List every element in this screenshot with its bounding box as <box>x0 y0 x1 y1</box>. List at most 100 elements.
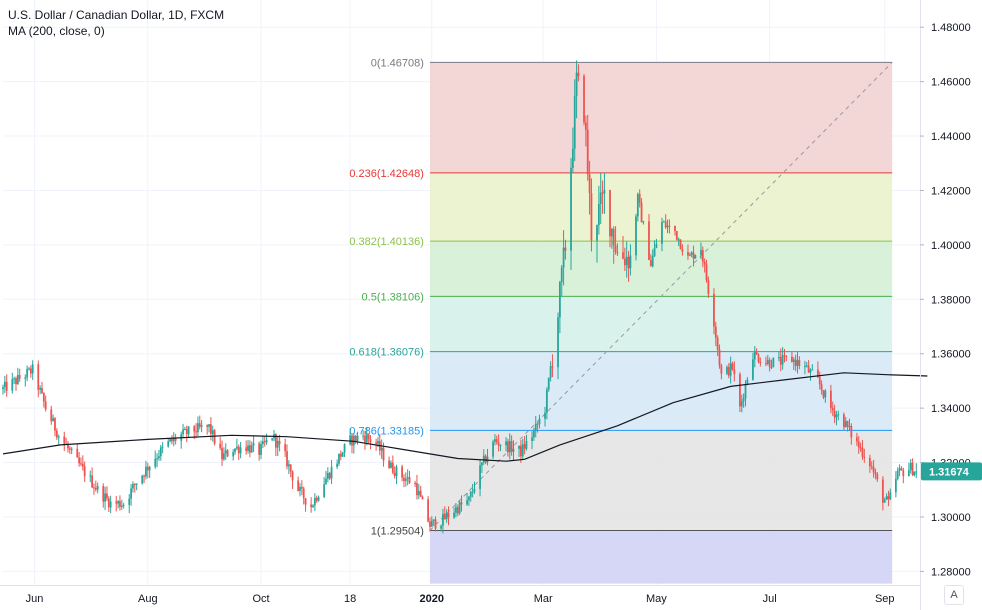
candle <box>67 440 69 453</box>
candle <box>718 344 721 369</box>
candle-body <box>898 468 901 471</box>
candle <box>380 439 383 459</box>
candle <box>909 459 912 474</box>
candle-body <box>417 490 420 496</box>
candle <box>495 435 498 445</box>
candle-body <box>393 472 396 476</box>
candle-body <box>174 437 177 441</box>
candle <box>80 457 82 467</box>
candle <box>187 426 190 438</box>
candle-body <box>349 435 352 445</box>
candle <box>729 356 732 384</box>
candle-body <box>583 75 585 123</box>
candle <box>102 483 105 508</box>
candle-body <box>713 293 715 327</box>
candle <box>222 447 225 461</box>
candle <box>352 432 355 454</box>
candle-body <box>505 441 507 446</box>
candle-body <box>562 247 565 268</box>
candle <box>310 497 313 513</box>
ma-200-line <box>2 372 928 462</box>
candle <box>248 440 251 458</box>
candle-body <box>731 363 734 370</box>
price-tick-label: 1.44000 <box>931 131 971 143</box>
candle-body <box>640 202 643 223</box>
candle <box>653 240 656 258</box>
candle <box>211 425 214 442</box>
candle <box>78 452 81 467</box>
candle-body <box>299 486 301 491</box>
candle <box>161 442 164 454</box>
candle <box>770 359 773 370</box>
candle <box>571 127 574 174</box>
candle-body <box>820 384 823 391</box>
candle <box>284 438 287 457</box>
candle <box>339 450 342 461</box>
candle <box>692 245 695 267</box>
symbol-title: U.S. Dollar / Canadian Dollar, 1D, FXCM <box>8 8 225 22</box>
candle-body <box>635 216 637 256</box>
candle-body <box>419 490 422 497</box>
candle-body <box>807 365 810 373</box>
candle <box>512 440 515 461</box>
candle <box>844 416 847 428</box>
candle-body <box>739 374 741 407</box>
candle-body <box>445 513 448 520</box>
candle <box>902 467 905 484</box>
candle <box>855 432 858 446</box>
candle <box>445 509 448 523</box>
candle-body <box>909 462 912 471</box>
candle-body <box>625 256 628 266</box>
auto-scale-button[interactable]: A <box>944 585 964 605</box>
candle <box>245 440 248 455</box>
candle <box>232 449 235 461</box>
candle <box>76 443 79 458</box>
candle-body <box>586 129 589 175</box>
candle <box>479 459 481 497</box>
candle <box>655 238 658 249</box>
candle <box>81 455 84 471</box>
candle-body <box>523 444 526 449</box>
candle-body <box>106 493 108 499</box>
candle <box>549 361 552 382</box>
candle-body <box>759 361 762 364</box>
candle-body <box>120 505 123 507</box>
candle-body <box>232 452 235 457</box>
candle <box>868 454 871 473</box>
candle-body <box>447 513 450 518</box>
candle <box>824 389 827 403</box>
candle-body <box>471 491 474 493</box>
candle-body <box>365 434 368 443</box>
candle <box>26 365 29 382</box>
candle <box>456 504 459 517</box>
candle <box>28 367 30 371</box>
candle-body <box>551 366 554 368</box>
candle-body <box>247 445 249 451</box>
candle-body <box>453 512 455 518</box>
candle <box>141 474 144 485</box>
candle-body <box>70 448 73 450</box>
fibonacci-retracement[interactable]: 0(1.46708) 0.236(1.42648) 0.382(1.40136) 0.… <box>349 57 893 584</box>
candle-body <box>863 456 866 458</box>
candle <box>417 483 420 500</box>
candle <box>874 468 877 480</box>
candle <box>649 254 652 267</box>
candle-body <box>213 430 216 444</box>
candle <box>739 372 741 413</box>
candle <box>798 356 801 370</box>
candle-body <box>145 466 147 477</box>
candle-body <box>54 418 56 431</box>
candle <box>57 434 60 445</box>
candle <box>2 384 4 395</box>
candle-body <box>651 256 654 267</box>
candle <box>247 439 249 454</box>
candle <box>473 481 476 495</box>
candle <box>820 380 823 395</box>
candle-body <box>842 414 845 428</box>
candle <box>132 481 134 493</box>
candle <box>753 346 756 368</box>
candle-body <box>545 389 548 413</box>
candle <box>336 459 339 469</box>
chart-legend: U.S. Dollar / Canadian Dollar, 1D, FXCM … <box>8 7 224 39</box>
